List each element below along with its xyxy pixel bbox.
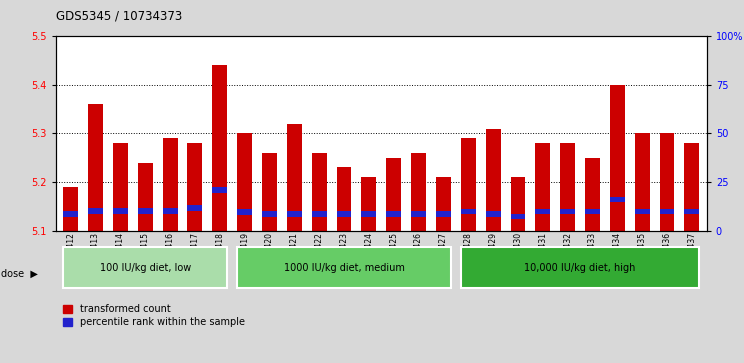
Bar	[362, 211, 376, 217]
Text: 10,000 IU/kg diet, high: 10,000 IU/kg diet, high	[525, 263, 636, 273]
Bar	[411, 211, 426, 217]
Bar	[510, 177, 525, 231]
FancyBboxPatch shape	[237, 247, 451, 288]
Bar	[63, 187, 78, 231]
Bar	[560, 143, 575, 231]
Text: 1000 IU/kg diet, medium: 1000 IU/kg diet, medium	[283, 263, 405, 273]
Bar	[684, 209, 699, 215]
Bar	[237, 134, 252, 231]
Bar	[312, 211, 327, 217]
Bar	[312, 153, 327, 231]
Text: GDS5345 / 10734373: GDS5345 / 10734373	[56, 9, 182, 22]
Bar	[610, 85, 625, 231]
Bar	[510, 213, 525, 219]
Bar	[660, 134, 675, 231]
Bar	[660, 209, 675, 215]
Bar	[336, 211, 351, 217]
Bar	[536, 209, 551, 215]
Bar	[386, 158, 401, 231]
Bar	[88, 208, 103, 213]
Bar	[63, 211, 78, 217]
Bar	[287, 124, 302, 231]
Bar	[436, 211, 451, 217]
Bar	[560, 209, 575, 215]
Bar	[486, 129, 501, 231]
FancyBboxPatch shape	[461, 247, 699, 288]
Bar	[461, 138, 475, 231]
Bar	[113, 143, 128, 231]
Bar	[237, 209, 252, 215]
Bar	[336, 167, 351, 231]
Bar	[411, 153, 426, 231]
Bar	[187, 143, 202, 231]
Bar	[163, 208, 178, 213]
Text: 100 IU/kg diet, low: 100 IU/kg diet, low	[100, 263, 191, 273]
Bar	[88, 104, 103, 231]
Bar	[212, 187, 227, 193]
Bar	[163, 138, 178, 231]
Bar	[187, 205, 202, 211]
Bar	[138, 208, 153, 213]
Bar	[635, 134, 650, 231]
Legend: transformed count, percentile rank within the sample: transformed count, percentile rank withi…	[61, 302, 247, 329]
Bar	[262, 153, 277, 231]
Bar	[635, 209, 650, 215]
Bar	[585, 209, 600, 215]
Bar	[113, 208, 128, 213]
Bar	[262, 211, 277, 217]
Bar	[212, 65, 227, 231]
Bar	[362, 177, 376, 231]
Bar	[138, 163, 153, 231]
Bar	[585, 158, 600, 231]
Bar	[610, 196, 625, 202]
Bar	[386, 211, 401, 217]
Bar	[684, 143, 699, 231]
Bar	[486, 211, 501, 217]
Bar	[461, 209, 475, 215]
Bar	[287, 211, 302, 217]
FancyBboxPatch shape	[63, 247, 227, 288]
Text: dose  ▶: dose ▶	[1, 269, 39, 279]
Bar	[536, 143, 551, 231]
Bar	[436, 177, 451, 231]
